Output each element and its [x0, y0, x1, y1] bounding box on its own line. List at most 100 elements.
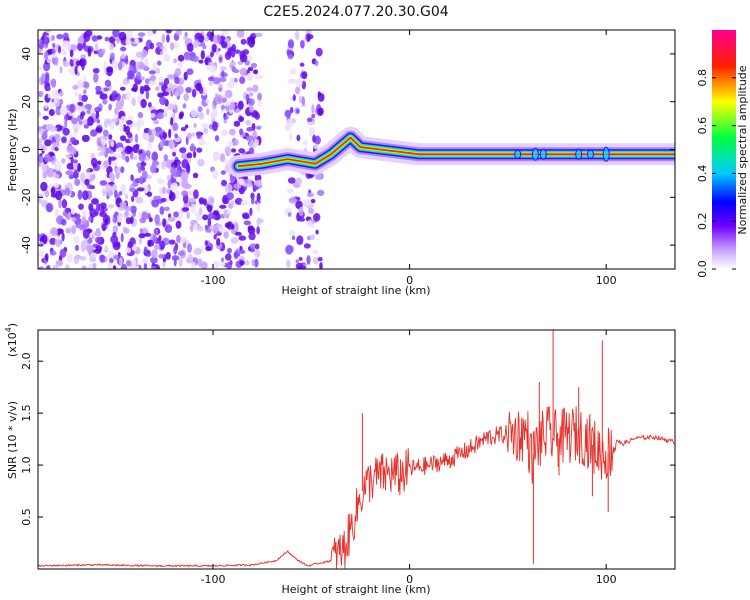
noise-blob	[99, 211, 107, 218]
noise-blob	[155, 86, 160, 91]
noise-blob	[254, 243, 260, 250]
noise-blob	[178, 257, 183, 267]
noise-blob	[132, 258, 137, 267]
noise-blob	[69, 133, 74, 138]
noise-blob	[192, 172, 199, 179]
colorbar: 0.0 0.2 0.4 0.6 0.8 Normalized spectral ampl…	[696, 30, 749, 278]
y-tick-label: 20	[20, 95, 33, 109]
noise-blob	[298, 217, 305, 222]
noise-blob	[237, 60, 243, 65]
noise-blob	[54, 182, 60, 188]
noise-blob	[286, 48, 292, 56]
noise-blob	[221, 129, 228, 136]
noise-blob	[59, 106, 68, 116]
noise-blob	[130, 87, 137, 92]
noise-blob	[199, 199, 205, 205]
noise-blob	[248, 147, 255, 156]
noise-blob	[317, 189, 325, 196]
noise-blob	[130, 37, 135, 42]
noise-blob	[183, 71, 188, 81]
noise-blob	[173, 211, 179, 218]
noise-blob	[46, 57, 53, 64]
noise-blob	[77, 36, 85, 44]
noise-blob	[77, 101, 84, 106]
noise-blob	[97, 146, 102, 152]
noise-blob	[223, 231, 229, 239]
noise-blob	[173, 258, 177, 267]
noise-blob	[74, 65, 78, 75]
noise-blob	[312, 249, 319, 255]
noise-blob	[168, 239, 176, 245]
figure-title: C2E5.2024.077.20.30.G04	[263, 4, 448, 20]
noise-blob	[145, 252, 151, 257]
spectrogram-panel: -100 0 100 -40 -20 0 20 40 Height of straight …	[6, 29, 676, 297]
noise-blob	[117, 147, 123, 152]
noise-blob	[314, 144, 319, 150]
noise-blob	[121, 151, 127, 160]
noise-blob	[234, 197, 243, 205]
noise-blob	[189, 224, 194, 232]
noise-blob	[41, 162, 47, 173]
noise-blob	[312, 134, 316, 143]
noise-blob	[54, 161, 62, 171]
noise-blob	[287, 54, 294, 60]
noise-blob	[81, 60, 85, 71]
noise-blob	[101, 145, 106, 155]
noise-blob	[201, 122, 209, 130]
noise-blob	[209, 65, 218, 73]
noise-blob	[306, 117, 313, 123]
noise-blob	[221, 179, 227, 187]
noise-blob	[213, 210, 220, 216]
noise-blob	[196, 147, 203, 153]
noise-blob	[80, 111, 86, 117]
noise-blob	[147, 142, 153, 150]
noise-blob	[148, 102, 152, 108]
noise-blob	[181, 207, 190, 212]
noise-blob	[80, 172, 86, 183]
noise-blob	[222, 194, 228, 204]
snr-y-label: SNR (10 * v/v)	[6, 401, 19, 479]
noise-blob	[74, 178, 81, 186]
noise-blob	[46, 86, 51, 92]
noise-blob	[231, 224, 235, 230]
noise-blob	[139, 175, 144, 185]
noise-blob	[58, 199, 63, 207]
noise-blob	[295, 177, 303, 186]
noise-blob	[119, 201, 127, 209]
noise-blob	[69, 49, 74, 58]
noise-blob	[187, 132, 192, 140]
noise-blob	[99, 180, 108, 186]
noise-blob	[38, 111, 41, 117]
noise-blob	[295, 259, 300, 264]
noise-blob	[92, 173, 96, 180]
noise-blob	[92, 68, 100, 74]
noise-blob	[163, 206, 170, 211]
y-tick-label: 0.5	[20, 508, 33, 526]
noise-blob	[196, 131, 202, 139]
noise-blob	[287, 212, 292, 217]
noise-blob	[77, 189, 83, 200]
noise-blob	[112, 265, 117, 269]
noise-blob	[105, 184, 113, 192]
snr-y-ticks: 0.5 1.0 1.5 2.0	[20, 352, 675, 526]
noise-blob	[63, 40, 71, 50]
noise-blob	[41, 234, 48, 245]
noise-blob	[69, 103, 75, 113]
noise-blob	[257, 99, 262, 107]
noise-blob	[38, 155, 44, 164]
noise-blob	[198, 86, 204, 94]
noise-blob	[120, 135, 127, 142]
noise-blob	[80, 54, 86, 59]
noise-blob	[70, 147, 77, 155]
noise-blob	[296, 235, 304, 246]
noise-blob	[230, 237, 239, 244]
noise-blob	[184, 124, 189, 129]
noise-blob	[186, 68, 194, 75]
noise-blob	[289, 68, 297, 75]
noise-blob	[102, 99, 108, 105]
noise-blob	[118, 31, 127, 41]
noise-blob	[251, 259, 255, 267]
noise-blob	[158, 253, 166, 259]
noise-blob	[248, 98, 255, 106]
noise-blob	[102, 129, 109, 137]
